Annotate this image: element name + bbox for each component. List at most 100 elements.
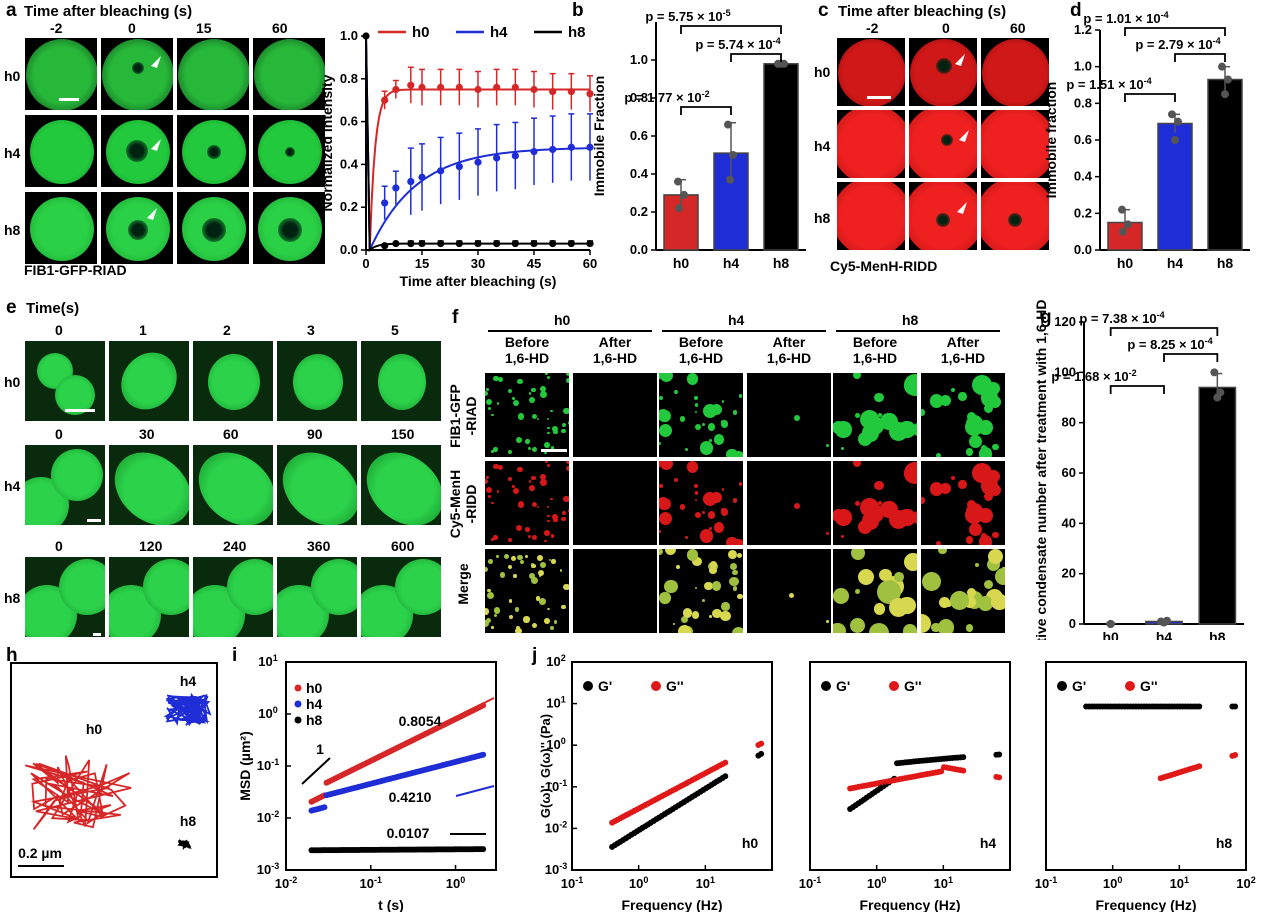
bleach-spot (278, 218, 302, 242)
droplet (512, 397, 515, 400)
droplet (699, 441, 714, 455)
droplet (964, 506, 984, 525)
droplet (888, 510, 909, 530)
x-tick-label: 10-1 (360, 875, 382, 891)
point-h0 (549, 88, 557, 96)
e-tile-r1-c2 (192, 444, 274, 526)
scale-bar (93, 633, 101, 636)
panel-letter-d: d (1070, 0, 1082, 21)
a-row-h8: h8 (4, 222, 21, 238)
droplet (694, 499, 697, 502)
droplet (991, 593, 1005, 611)
droplet (531, 446, 538, 453)
droplet (531, 399, 535, 403)
significance-bracket (680, 25, 782, 34)
droplet (855, 501, 861, 507)
droplet (921, 613, 932, 633)
droplet (378, 354, 426, 410)
condensate-number-chart: 0 20 40 60 80 100 120 h0 h4 h8 Relative condensate… (1033, 300, 1244, 640)
e-time-label: 30 (139, 426, 155, 442)
droplet (687, 461, 699, 473)
droplet (549, 558, 552, 562)
droplet (879, 568, 892, 582)
bleach-spot (128, 220, 148, 240)
y-tick-label: 0.0 (630, 242, 648, 257)
bar-h8 (1198, 386, 1237, 625)
droplet (738, 393, 743, 398)
droplet (178, 39, 249, 110)
droplet (536, 417, 540, 421)
droplet (714, 524, 720, 530)
y-tick-label: 10-2 (257, 809, 279, 825)
droplet (878, 501, 883, 506)
droplet (561, 516, 566, 522)
legend-dot-g-prime (821, 681, 831, 691)
c-time-0: -2 (866, 20, 879, 36)
droplet (277, 445, 357, 525)
group-bracket (836, 330, 1000, 332)
data-point (1224, 75, 1232, 84)
e-time-label: 90 (307, 426, 323, 442)
y-tick-label: 60 (1062, 465, 1076, 480)
f-tile-g1-c0-r1 (658, 460, 744, 546)
droplet (525, 439, 530, 444)
droplet (512, 399, 519, 406)
scale-label: 0.2 µm (18, 845, 62, 861)
droplet (855, 413, 861, 419)
droplet (550, 626, 555, 631)
immobile-fraction-chart-b: 0.0 0.2 0.4 0.6 0.8 1.0 h0 h4 h8 Immobile Fractio… (592, 8, 806, 271)
droplet (736, 552, 742, 558)
droplet (874, 481, 884, 491)
y-tick-label: 0.2 (340, 199, 358, 214)
e-time-label: 120 (139, 538, 163, 554)
droplet (507, 564, 512, 569)
droplet (51, 449, 103, 501)
y-tick-label: 1.0 (630, 52, 648, 67)
droplet (788, 593, 795, 599)
droplet (939, 395, 951, 407)
droplet (659, 461, 674, 471)
g-prime-point (758, 750, 765, 757)
panel-letter-e: e (6, 297, 17, 318)
droplet (826, 532, 829, 535)
droplet (694, 511, 702, 519)
arrowhead-icon (953, 130, 969, 146)
significance-bracket (1174, 53, 1226, 62)
droplet (487, 406, 492, 410)
droplet (964, 418, 984, 437)
droplet (528, 392, 532, 395)
droplet (659, 483, 664, 489)
droplet (664, 549, 676, 556)
droplet (507, 476, 512, 481)
x-axis-label: Frequency (Hz) (1095, 897, 1196, 912)
a-tile-r2-c1 (100, 191, 174, 265)
bleach-spot (202, 218, 226, 242)
x-tick-label-h8: h8 (1209, 629, 1226, 640)
x-axis-label: Frequency (Hz) (621, 897, 722, 912)
x-tick-label-h8: h8 (1217, 255, 1234, 271)
droplet (537, 555, 543, 561)
droplet (850, 618, 866, 633)
droplet (679, 504, 686, 510)
e-time-label: 150 (391, 426, 415, 442)
droplet (694, 411, 697, 414)
bar-h8 (763, 63, 799, 251)
x-tick-label-h0: h0 (673, 255, 690, 271)
droplet (709, 614, 713, 618)
point-h0 (474, 85, 482, 94)
droplet (563, 495, 569, 503)
point-h8 (381, 242, 389, 250)
f-tile-g2-c1-r0 (920, 372, 1006, 458)
f-tile-g2-c1-r2 (920, 548, 1006, 634)
droplet (794, 414, 801, 421)
y-tick-label: 100 (546, 736, 565, 752)
msd-point-h4 (321, 804, 328, 811)
droplet (1005, 608, 1006, 611)
panel-letter-b: b (572, 0, 584, 21)
e-tile-r2-c3 (276, 556, 358, 638)
slope-ref-line (301, 757, 331, 785)
legend-label-h0: h0 (412, 24, 430, 41)
legend-dot-g-prime (583, 681, 593, 691)
droplet (561, 428, 566, 434)
